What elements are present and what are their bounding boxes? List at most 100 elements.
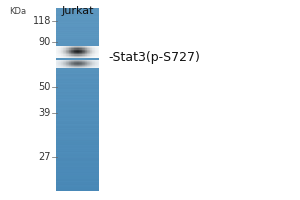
Bar xyxy=(62,56,63,57)
Bar xyxy=(56,134,99,135)
Bar xyxy=(66,57,67,58)
Bar xyxy=(58,65,59,66)
Bar xyxy=(59,62,60,63)
Bar xyxy=(66,60,67,61)
Bar xyxy=(84,53,85,54)
Bar xyxy=(66,61,67,62)
Bar xyxy=(93,60,94,61)
Bar xyxy=(86,48,87,50)
Bar xyxy=(56,140,99,141)
Bar xyxy=(68,54,69,56)
Bar xyxy=(56,122,99,123)
Bar xyxy=(71,47,72,48)
Bar xyxy=(56,53,99,54)
Bar xyxy=(56,128,99,129)
Bar xyxy=(75,47,76,48)
Bar xyxy=(77,52,78,53)
Bar xyxy=(84,46,85,47)
Bar xyxy=(56,162,99,163)
Bar xyxy=(63,61,64,62)
Bar xyxy=(81,62,82,63)
Bar xyxy=(56,45,99,46)
Bar xyxy=(98,52,99,53)
Bar xyxy=(78,64,79,65)
Bar xyxy=(56,147,99,148)
Bar xyxy=(57,48,58,50)
Bar xyxy=(56,165,99,166)
Bar xyxy=(67,62,68,63)
Bar xyxy=(82,66,83,67)
Bar xyxy=(81,61,82,62)
Bar xyxy=(82,65,83,66)
Bar xyxy=(56,119,99,120)
Bar xyxy=(66,53,67,54)
Bar xyxy=(95,52,96,53)
Bar xyxy=(56,76,99,77)
Bar xyxy=(56,63,99,64)
Bar xyxy=(86,53,87,54)
Bar xyxy=(90,48,91,50)
Bar xyxy=(78,63,79,64)
Bar xyxy=(62,46,63,47)
Bar xyxy=(62,63,63,64)
Bar xyxy=(65,57,66,58)
Bar xyxy=(56,129,99,130)
Bar xyxy=(56,20,99,21)
Bar xyxy=(56,136,99,137)
Bar xyxy=(96,65,97,66)
Bar xyxy=(76,64,77,65)
Bar xyxy=(57,57,58,58)
Bar xyxy=(66,66,67,67)
Bar xyxy=(56,171,99,172)
Bar xyxy=(72,60,73,61)
Bar xyxy=(56,169,99,170)
Bar xyxy=(93,50,94,51)
Bar xyxy=(65,63,66,64)
Bar xyxy=(76,57,77,58)
Bar xyxy=(88,66,89,67)
Bar xyxy=(56,182,99,183)
Bar xyxy=(79,51,80,52)
Bar xyxy=(83,65,84,66)
Bar xyxy=(77,64,78,65)
Bar xyxy=(56,122,99,123)
Bar xyxy=(98,65,99,66)
Bar xyxy=(65,46,66,47)
Bar xyxy=(67,46,68,47)
Bar xyxy=(56,70,99,71)
Bar xyxy=(56,166,99,167)
Bar xyxy=(56,61,99,62)
Bar xyxy=(75,54,76,56)
Bar xyxy=(56,187,99,188)
Bar xyxy=(80,65,81,66)
Bar xyxy=(77,50,78,51)
Bar xyxy=(56,105,99,106)
Bar xyxy=(68,64,69,65)
Bar xyxy=(98,60,99,61)
Bar xyxy=(86,51,87,52)
Bar xyxy=(58,50,59,51)
Bar xyxy=(63,67,64,68)
Bar xyxy=(95,48,96,50)
Bar xyxy=(83,61,84,62)
Bar xyxy=(56,108,99,109)
Bar xyxy=(56,145,99,146)
Bar xyxy=(66,51,67,52)
Bar xyxy=(71,50,72,51)
Bar xyxy=(93,65,94,66)
Bar xyxy=(77,54,78,56)
Bar xyxy=(71,56,72,57)
Bar xyxy=(82,50,83,51)
Bar xyxy=(67,64,68,65)
Bar xyxy=(56,94,99,95)
Bar xyxy=(68,61,69,62)
Bar xyxy=(89,57,90,58)
Bar xyxy=(59,63,60,64)
Bar xyxy=(97,53,98,54)
Bar xyxy=(59,67,60,68)
Bar xyxy=(69,50,70,51)
Bar xyxy=(95,63,96,64)
Bar xyxy=(98,48,99,50)
Bar xyxy=(75,48,76,50)
Bar xyxy=(63,50,64,51)
